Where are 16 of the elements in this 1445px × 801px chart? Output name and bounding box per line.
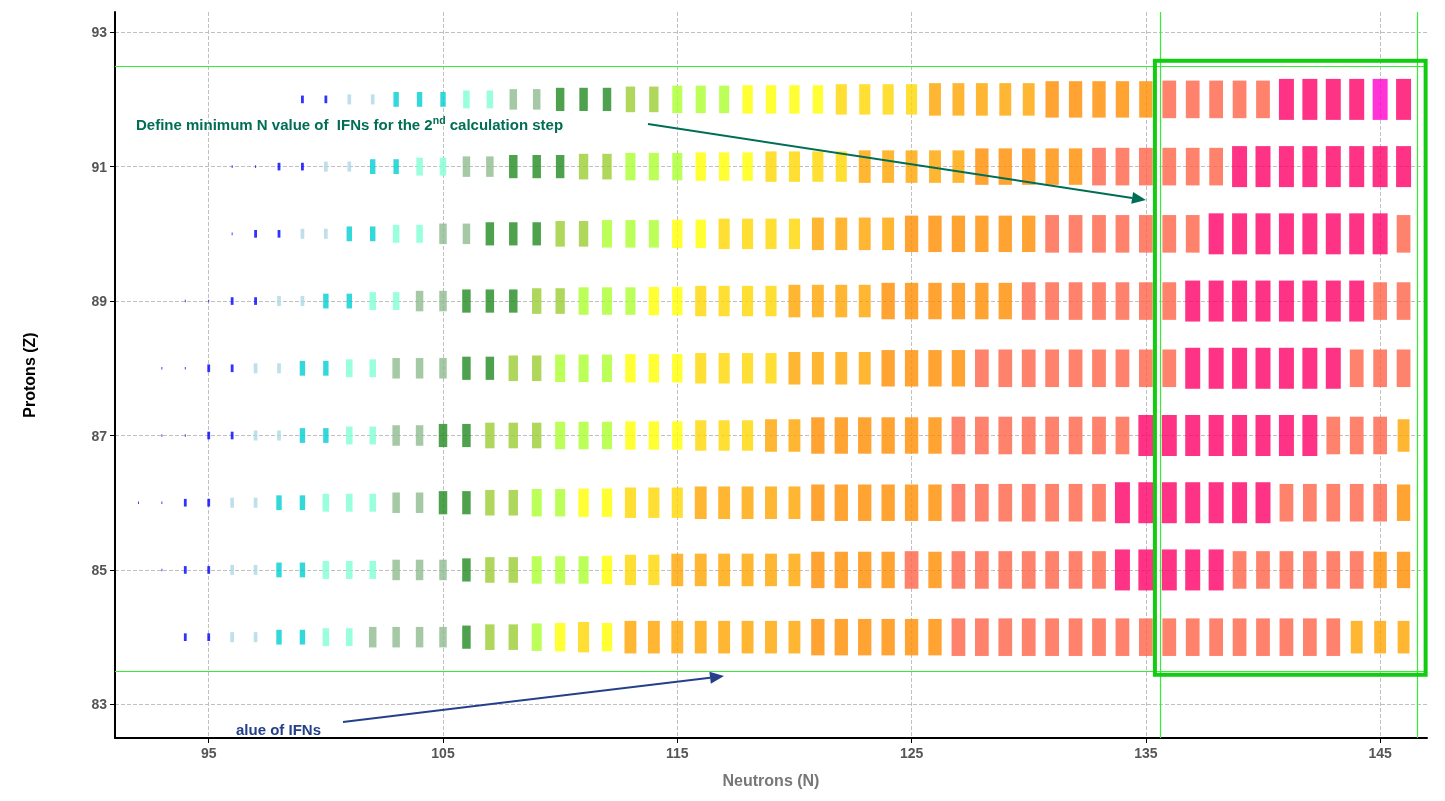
y-tick-label: 85 xyxy=(91,561,108,578)
x-tick-label: 105 xyxy=(431,745,455,761)
x-tick-label: 115 xyxy=(665,745,689,761)
x-tick-label: 145 xyxy=(1368,745,1393,761)
y-tick-label: 83 xyxy=(91,696,108,713)
y-tick-label: 87 xyxy=(91,427,108,444)
annotation: Define minimum N value of IFNs for the 2$^{nd}$ calculation step xyxy=(136,114,564,133)
x-tick-label: 125 xyxy=(899,745,924,761)
y-axis-title: Protons (Z) xyxy=(20,332,38,418)
x-axis-title: Neutrons (N) xyxy=(722,771,820,789)
y-tick-label: 89 xyxy=(91,293,108,310)
y-tick-label: 91 xyxy=(91,158,108,175)
y-tick-label: 93 xyxy=(91,24,108,41)
annotation: alue of IFNs xyxy=(236,721,322,738)
x-tick-label: 95 xyxy=(200,745,217,761)
x-tick-label: 135 xyxy=(1134,745,1158,761)
